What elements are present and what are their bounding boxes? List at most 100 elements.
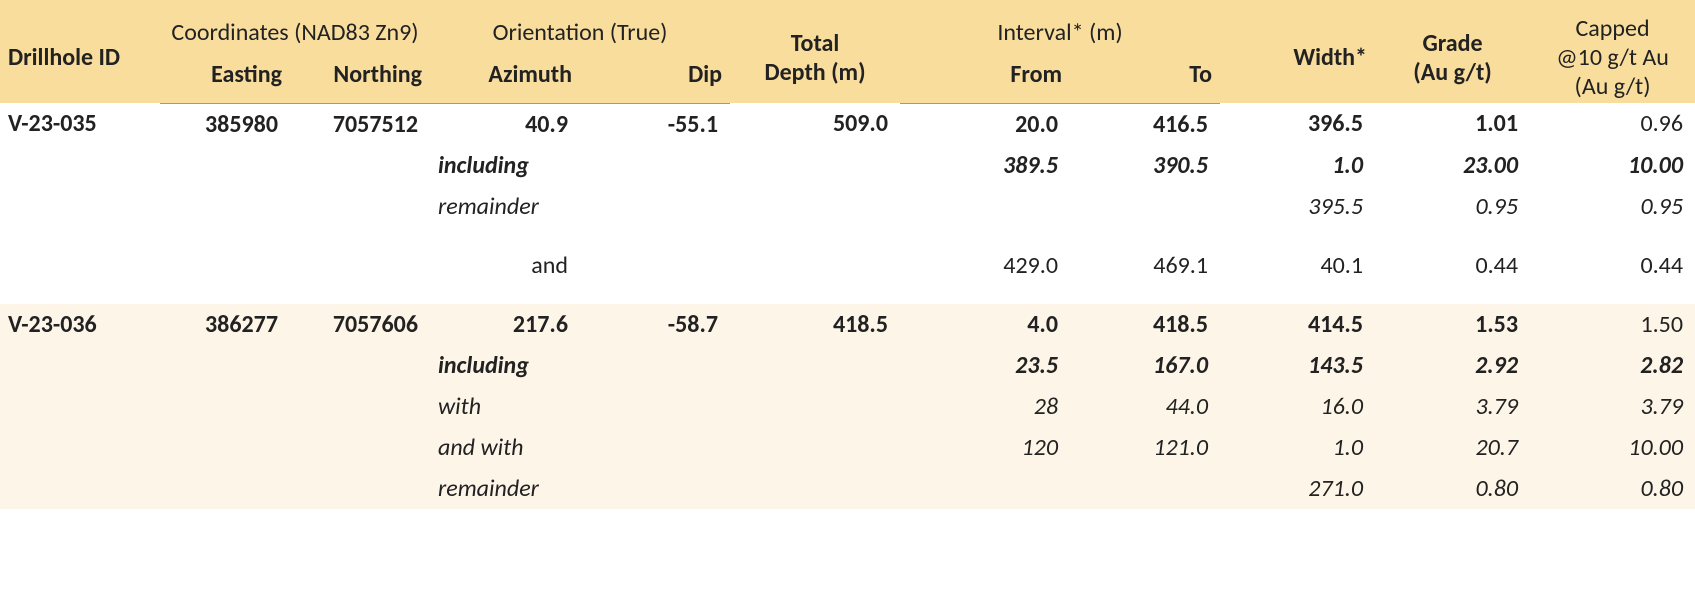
header-total-depth-l1: Total <box>791 29 840 58</box>
cell-depth <box>730 145 900 186</box>
cell-azimuth: 217.6 <box>430 304 580 345</box>
cell-capped: 0.80 <box>1530 468 1695 509</box>
cell-drill: V-23-036 <box>0 304 160 345</box>
table-body: V-23-035385980705751240.9-55.1509.020.04… <box>0 103 1695 509</box>
cell-grade: 0.95 <box>1375 186 1530 227</box>
cell-dip <box>580 345 730 386</box>
cell-north: 7057606 <box>290 304 430 345</box>
cell-capped: 0.95 <box>1530 186 1695 227</box>
cell-capped: 10.00 <box>1530 145 1695 186</box>
cell-depth <box>730 386 900 427</box>
header-grade-l2: (Au g/t) <box>1413 58 1492 87</box>
cell-east <box>160 427 290 468</box>
spacer-cell <box>0 286 1695 304</box>
cell-drill <box>0 386 160 427</box>
cell-north: 7057512 <box>290 103 430 145</box>
cell-dip: -55.1 <box>580 103 730 145</box>
drillhole-table-container: Drillhole ID Coordinates (NAD83 Zn9) Ori… <box>0 0 1695 509</box>
cell-east <box>160 345 290 386</box>
cell-dip <box>580 186 730 227</box>
header-capped-l2: @10 g/t Au <box>1556 43 1669 72</box>
cell-from: 23.5 <box>900 345 1070 386</box>
cell-north <box>290 427 430 468</box>
cell-capped: 2.82 <box>1530 345 1695 386</box>
cell-east <box>160 186 290 227</box>
cell-from: 20.0 <box>900 103 1070 145</box>
cell-depth <box>730 345 900 386</box>
cell-from: 389.5 <box>900 145 1070 186</box>
cell-east <box>160 386 290 427</box>
cell-east <box>160 245 290 286</box>
table-row: including 23.5167.0143.52.922.82 <box>0 345 1695 386</box>
header-total-depth-l2: Depth (m) <box>764 58 865 87</box>
table-row: with2844.016.03.793.79 <box>0 386 1695 427</box>
cell-from <box>900 186 1070 227</box>
cell-north <box>290 186 430 227</box>
cell-grade: 2.92 <box>1375 345 1530 386</box>
cell-dip <box>580 145 730 186</box>
table-row: remainder395.50.950.95 <box>0 186 1695 227</box>
header-azimuth: Azimuth <box>430 54 580 103</box>
cell-drill <box>0 186 160 227</box>
cell-to: 416.5 <box>1070 103 1220 145</box>
cell-east <box>160 468 290 509</box>
header-capped-l1: Capped <box>1575 14 1649 43</box>
cell-east: 386277 <box>160 304 290 345</box>
cell-north <box>290 386 430 427</box>
cell-dip <box>580 245 730 286</box>
cell-dip <box>580 427 730 468</box>
cell-from: 28 <box>900 386 1070 427</box>
cell-from: 429.0 <box>900 245 1070 286</box>
cell-grade: 1.01 <box>1375 103 1530 145</box>
drillhole-table: Drillhole ID Coordinates (NAD83 Zn9) Ori… <box>0 0 1695 509</box>
cell-dip <box>580 386 730 427</box>
cell-depth <box>730 245 900 286</box>
cell-east <box>160 145 290 186</box>
cell-capped: 0.44 <box>1530 245 1695 286</box>
cell-to: 167.0 <box>1070 345 1220 386</box>
header-total-depth: Total Depth (m) <box>730 0 900 103</box>
cell-depth <box>730 427 900 468</box>
cell-from: 4.0 <box>900 304 1070 345</box>
cell-azimuth: including <box>430 145 580 186</box>
cell-width: 40.1 <box>1220 245 1375 286</box>
header-capped-l3: (Au g/t) <box>1575 72 1651 101</box>
cell-azimuth: remainder <box>430 468 580 509</box>
header-grade-l1: Grade <box>1422 29 1482 58</box>
header-northing: Northing <box>290 54 430 103</box>
cell-to: 390.5 <box>1070 145 1220 186</box>
cell-grade: 23.00 <box>1375 145 1530 186</box>
header-interval-group: Interval* (m) <box>900 0 1220 54</box>
table-row: including 389.5390.51.023.0010.00 <box>0 145 1695 186</box>
table-row: remainder271.00.800.80 <box>0 468 1695 509</box>
cell-width: 1.0 <box>1220 145 1375 186</box>
cell-drill: V-23-035 <box>0 103 160 145</box>
cell-grade: 0.44 <box>1375 245 1530 286</box>
header-capped: Capped @10 g/t Au (Au g/t) <box>1530 0 1695 103</box>
header-easting: Easting <box>160 54 290 103</box>
cell-north <box>290 245 430 286</box>
cell-width: 395.5 <box>1220 186 1375 227</box>
cell-capped: 1.50 <box>1530 304 1695 345</box>
cell-drill <box>0 427 160 468</box>
cell-width: 396.5 <box>1220 103 1375 145</box>
table-row: and429.0469.140.10.440.44 <box>0 245 1695 286</box>
table-row <box>0 286 1695 304</box>
cell-east: 385980 <box>160 103 290 145</box>
cell-to <box>1070 468 1220 509</box>
cell-azimuth: including <box>430 345 580 386</box>
cell-drill <box>0 345 160 386</box>
cell-azimuth: 40.9 <box>430 103 580 145</box>
cell-north <box>290 145 430 186</box>
cell-width: 414.5 <box>1220 304 1375 345</box>
cell-width: 143.5 <box>1220 345 1375 386</box>
cell-dip <box>580 468 730 509</box>
cell-to <box>1070 186 1220 227</box>
cell-depth <box>730 468 900 509</box>
cell-to: 44.0 <box>1070 386 1220 427</box>
cell-north <box>290 345 430 386</box>
table-row <box>0 227 1695 245</box>
cell-depth: 418.5 <box>730 304 900 345</box>
cell-drill <box>0 245 160 286</box>
header-width: Width* <box>1220 0 1375 103</box>
